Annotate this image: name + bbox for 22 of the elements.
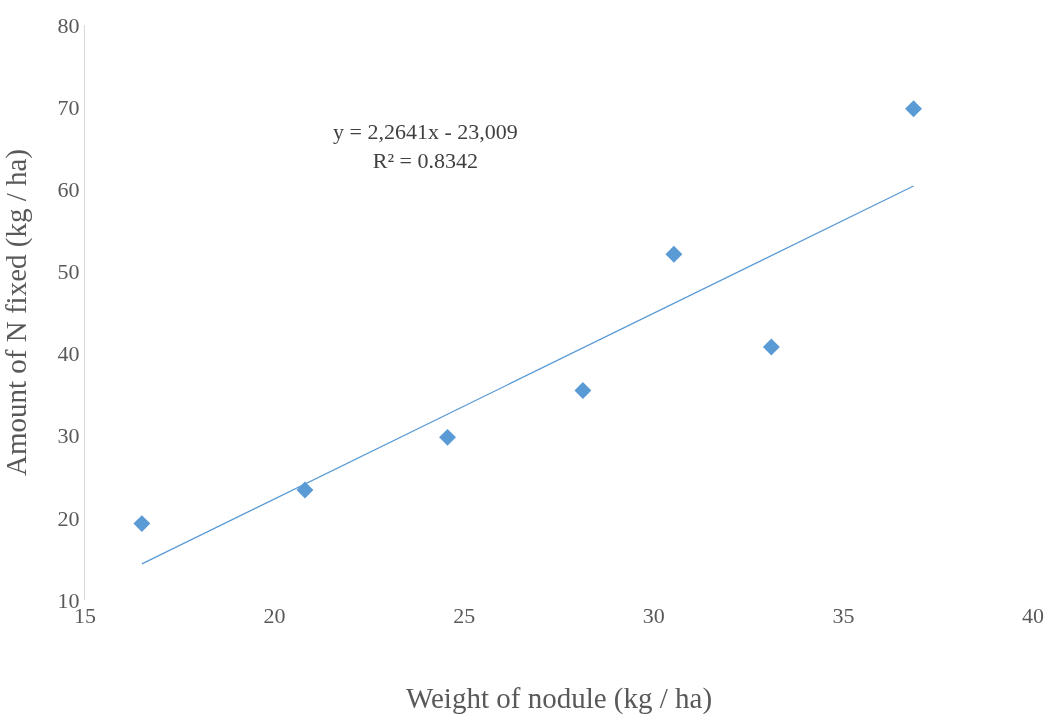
point [762,338,780,356]
y-tick-label: 80 [57,12,80,38]
x-tick-label: 20 [263,603,286,628]
y-tick-label: 40 [57,341,80,367]
y-tick-label: 30 [57,423,80,449]
x-axis-title: Weight of nodule (kg / ha) [405,681,713,715]
x-tick-label: 35 [832,603,855,628]
x-tick-label: 30 [642,603,665,628]
point [133,515,151,533]
y-tick-label: 20 [57,505,80,531]
annotation: y = 2,2641x - 23,009 R² = 0.8342 [333,119,518,173]
y-tick-label: 50 [57,259,80,285]
point [439,428,456,446]
point [905,100,922,118]
x-tick-label: 40 [1022,603,1044,628]
point [574,382,592,399]
y-axis-title: Amount of N fixed (kg / ha) [0,149,33,476]
y-tick-label: 70 [57,94,80,120]
point [296,481,314,499]
point [665,245,683,263]
y-tick-label: 60 [57,176,80,202]
x-tick-label: 25 [453,603,476,628]
